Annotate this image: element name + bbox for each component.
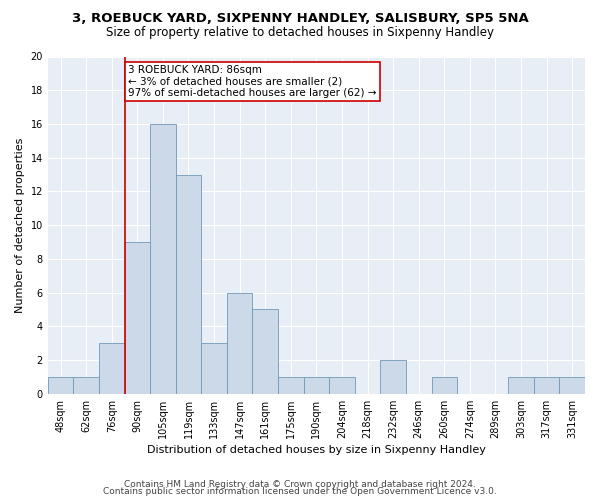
Bar [380, 360, 406, 394]
Text: 3, ROEBUCK YARD, SIXPENNY HANDLEY, SALISBURY, SP5 5NA: 3, ROEBUCK YARD, SIXPENNY HANDLEY, SALIS… [71, 12, 529, 26]
Bar [304, 377, 329, 394]
Y-axis label: Number of detached properties: Number of detached properties [15, 138, 25, 313]
Bar [329, 377, 355, 394]
Bar [227, 292, 253, 394]
Bar [73, 377, 99, 394]
Bar [201, 343, 227, 394]
Bar [253, 310, 278, 394]
Bar [99, 343, 125, 394]
Bar [559, 377, 585, 394]
Bar [534, 377, 559, 394]
Bar [176, 174, 201, 394]
Text: Size of property relative to detached houses in Sixpenny Handley: Size of property relative to detached ho… [106, 26, 494, 39]
Bar [48, 377, 73, 394]
X-axis label: Distribution of detached houses by size in Sixpenny Handley: Distribution of detached houses by size … [147, 445, 486, 455]
Bar [431, 377, 457, 394]
Text: Contains public sector information licensed under the Open Government Licence v3: Contains public sector information licen… [103, 487, 497, 496]
Text: Contains HM Land Registry data © Crown copyright and database right 2024.: Contains HM Land Registry data © Crown c… [124, 480, 476, 489]
Bar [125, 242, 150, 394]
Text: 3 ROEBUCK YARD: 86sqm
← 3% of detached houses are smaller (2)
97% of semi-detach: 3 ROEBUCK YARD: 86sqm ← 3% of detached h… [128, 65, 377, 98]
Bar [508, 377, 534, 394]
Bar [278, 377, 304, 394]
Bar [150, 124, 176, 394]
